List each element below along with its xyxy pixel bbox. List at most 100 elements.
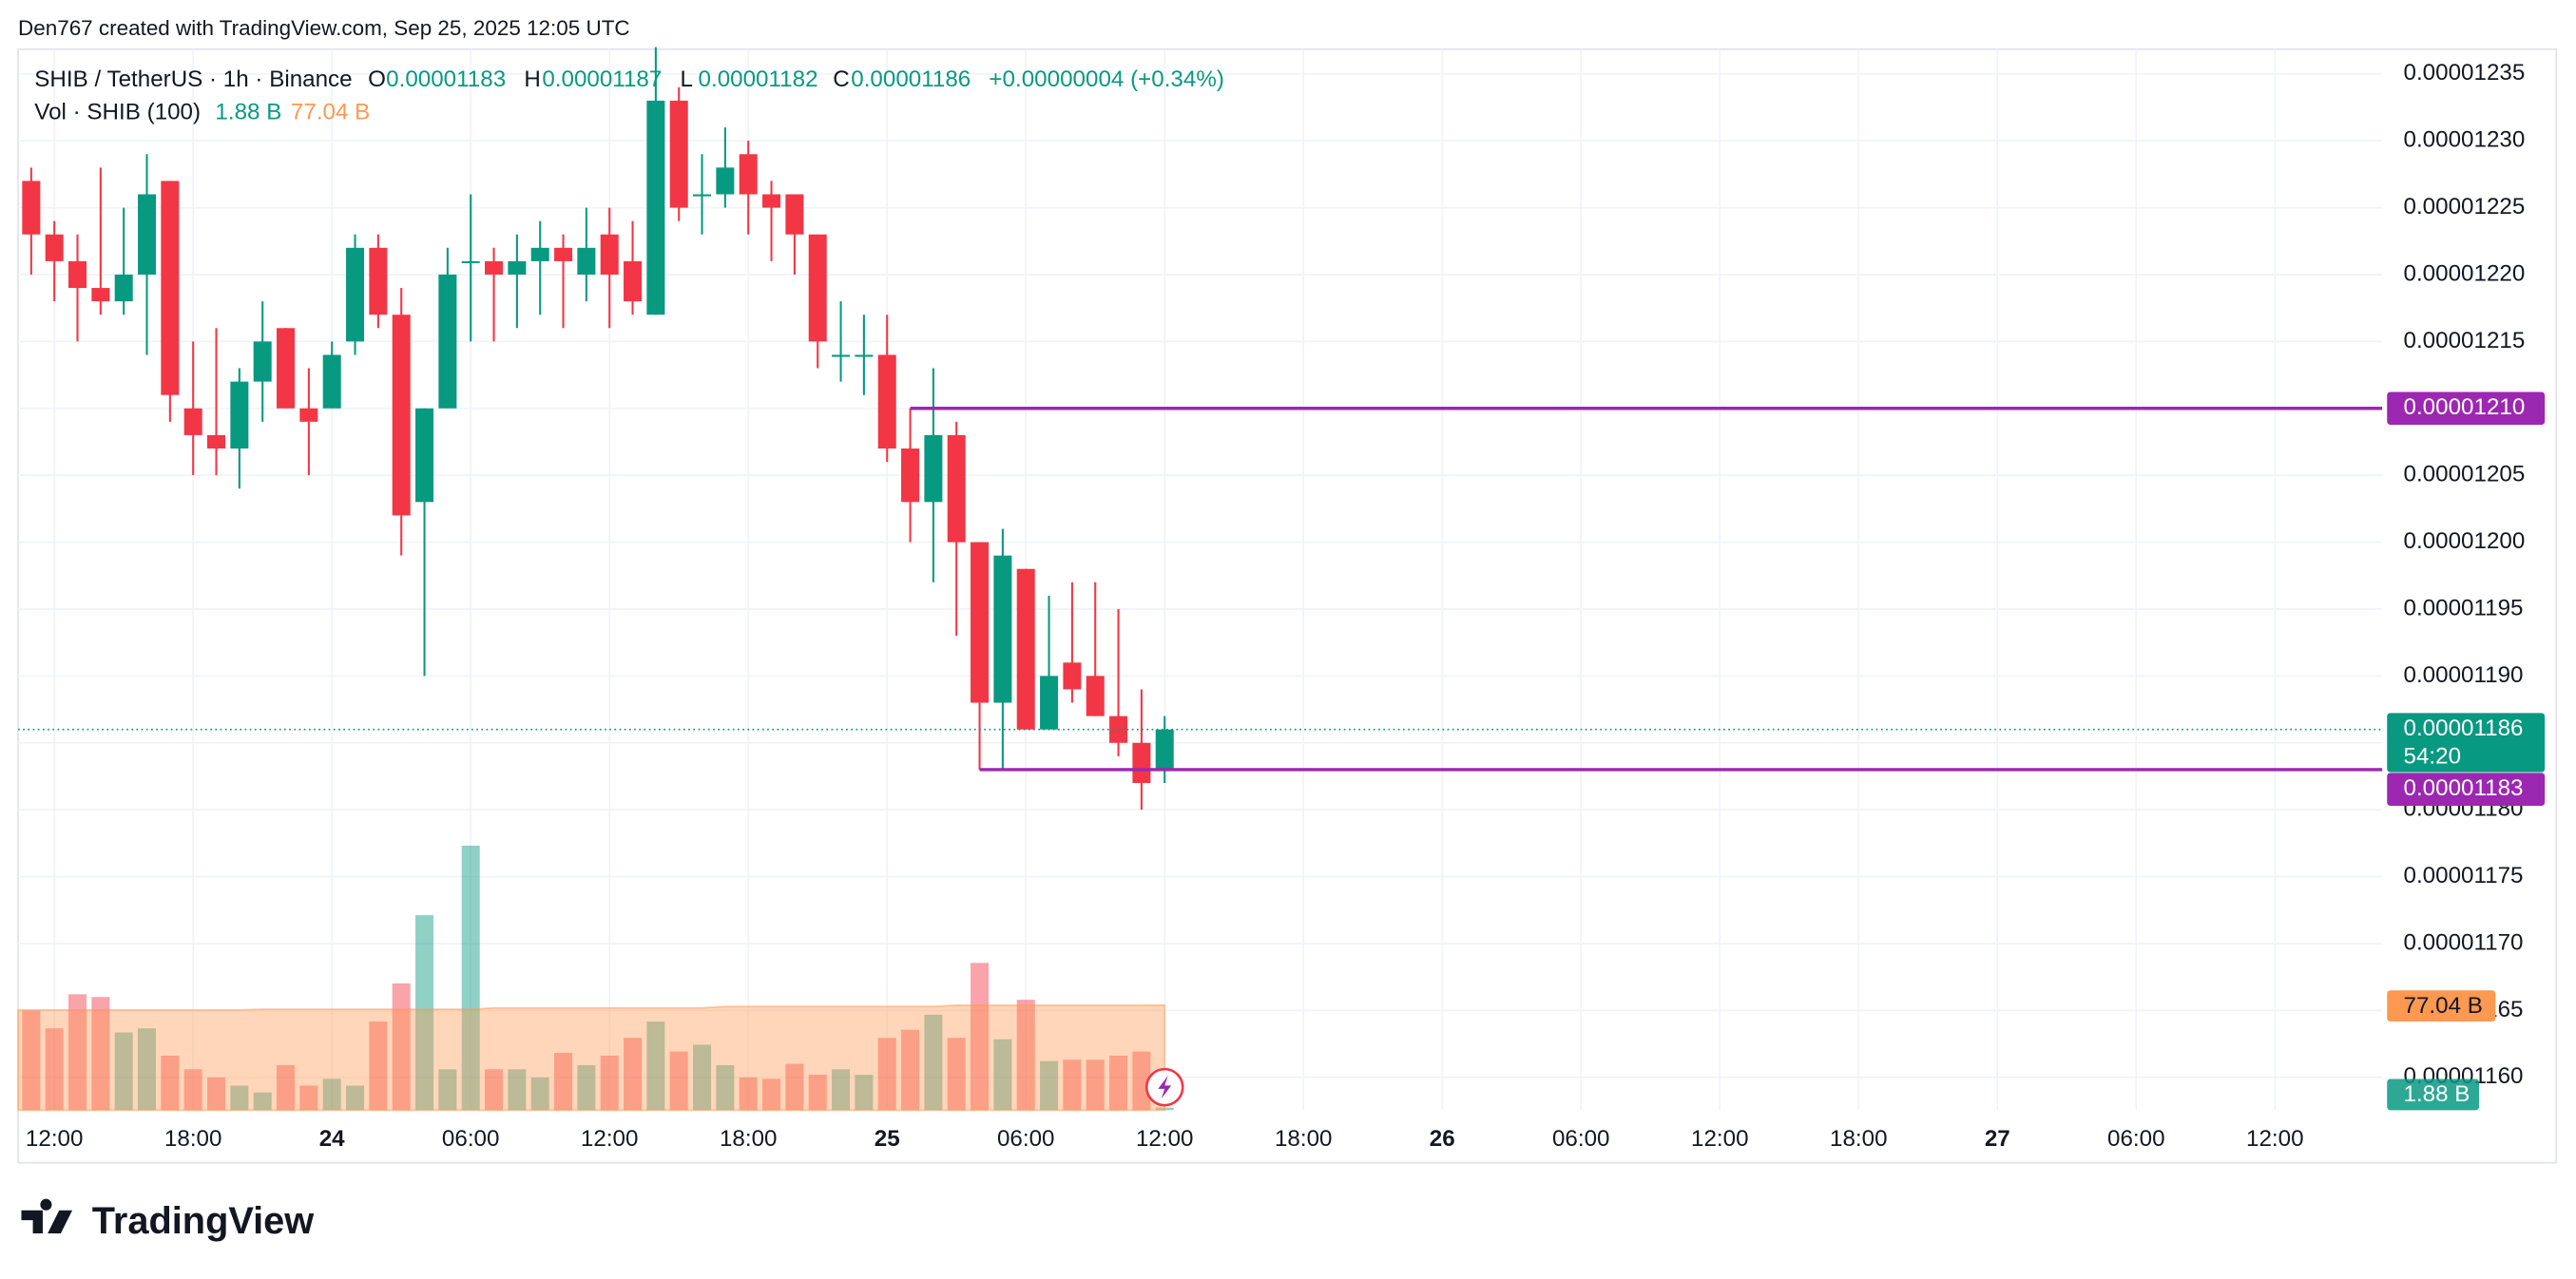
volume-bar [461,845,480,1111]
volume-bar [138,1028,157,1111]
y-tick-label: 0.00001215 [2404,328,2526,353]
volume-bar [45,1028,64,1111]
volume-bar [68,994,87,1111]
y-tick-label: 0.00001235 [2404,60,2526,86]
volume-bar [646,1021,665,1111]
volume-axis-label: 1.88 B [2404,1081,2470,1107]
volume-bar [924,1014,943,1111]
volume-bar [207,1077,226,1111]
candle-body [924,434,943,503]
ohlc-value: 0.00001187 [542,67,662,92]
volume-bar [183,1069,202,1111]
volume-box [2387,1079,2480,1111]
candle-body [808,234,827,342]
volume-ma-area [17,1003,1166,1112]
candle-body [68,260,87,289]
candle-body [993,555,1012,703]
x-tick-label: 06:00 [997,1126,1055,1152]
volume-bar [230,1085,249,1111]
candle-body [277,328,296,409]
candle-body [1086,676,1105,716]
candle-body [322,354,341,409]
candle-body [392,315,411,516]
candle-body [346,247,365,342]
ohlc-letter: H [524,67,540,92]
candle-body [22,181,41,235]
volume-bar [161,1055,180,1111]
volume-ma-box [2387,990,2496,1022]
candle-body [114,274,133,302]
x-tick-label: 26 [1430,1126,1455,1152]
x-tick-label: 18:00 [1275,1126,1333,1152]
volume-bar [322,1079,341,1111]
volume-bar [855,1075,874,1111]
candle-body [161,181,180,395]
y-tick-label: 0.00001195 [2404,595,2524,620]
candle-body [91,288,110,302]
candle-body [877,354,896,449]
candle-body [554,247,573,261]
y-tick-label: 0.00001190 [2404,662,2524,688]
x-tick-label: 18:00 [164,1126,222,1152]
volume-bar [1086,1059,1105,1111]
x-tick-label: 12:00 [581,1126,639,1152]
y-tick-label: 0.00001220 [2404,260,2526,286]
volume-bar [739,1077,758,1111]
volume-ma-axis-label: 77.04 B [2404,993,2483,1019]
candle-body [832,354,851,357]
volume-bar [22,1010,41,1111]
replay-icon-bolt [1158,1076,1172,1099]
x-tick-label: 12:00 [1691,1126,1749,1152]
y-tick-label: 0.00001175 [2404,863,2524,888]
logo-text: TradingView [92,1200,314,1242]
candle-body [485,260,504,275]
volume-bar [877,1038,896,1111]
volume-bar [1109,1055,1128,1111]
candle-body [971,542,990,703]
candle-body [415,408,434,503]
volume-bar [1132,1051,1151,1111]
candle-body [530,247,549,261]
x-tick-label: 12:00 [2246,1126,2304,1152]
volume-bar [669,1051,688,1111]
candle-body [253,341,272,382]
ohlc-letter: C [833,67,849,92]
candle-body [901,449,920,503]
y-tick-label: 0.00001170 [2404,929,2524,955]
volume-bar [299,1085,318,1111]
candle-body [299,408,318,422]
price-line-box [2387,773,2546,806]
x-tick-label: 06:00 [442,1126,500,1152]
volume-bar [369,1021,388,1111]
candle-body [438,274,457,409]
x-tick-label: 12:00 [26,1126,84,1152]
volume-bar [901,1029,920,1111]
volume-bar [762,1079,781,1111]
volume-bar [947,1038,966,1111]
volume-bar [808,1075,827,1111]
candle-body [1063,662,1082,690]
x-tick-label: 06:00 [2107,1126,2165,1152]
candle-body [1132,742,1151,784]
volume-bar [91,997,110,1111]
volume-bar [832,1069,851,1111]
volume-bar [693,1044,712,1111]
candle-body [230,381,249,449]
candle-body [762,194,781,208]
volume-bar [253,1092,272,1111]
volume-bar [577,1064,596,1111]
logo: TradingView [21,1198,314,1242]
legend: SHIB / TetherUS · 1h · Binance O 0.0000118… [34,67,1224,125]
countdown-label: 54:20 [2404,743,2462,769]
volume-bar [485,1069,504,1111]
candle-body [693,194,712,197]
candle-body [45,234,64,261]
ohlc-letter: L [681,67,693,92]
volume-bar [1016,1000,1035,1111]
volume-bar [508,1069,527,1111]
volume-bar [346,1085,365,1111]
volume-bar [277,1064,296,1111]
